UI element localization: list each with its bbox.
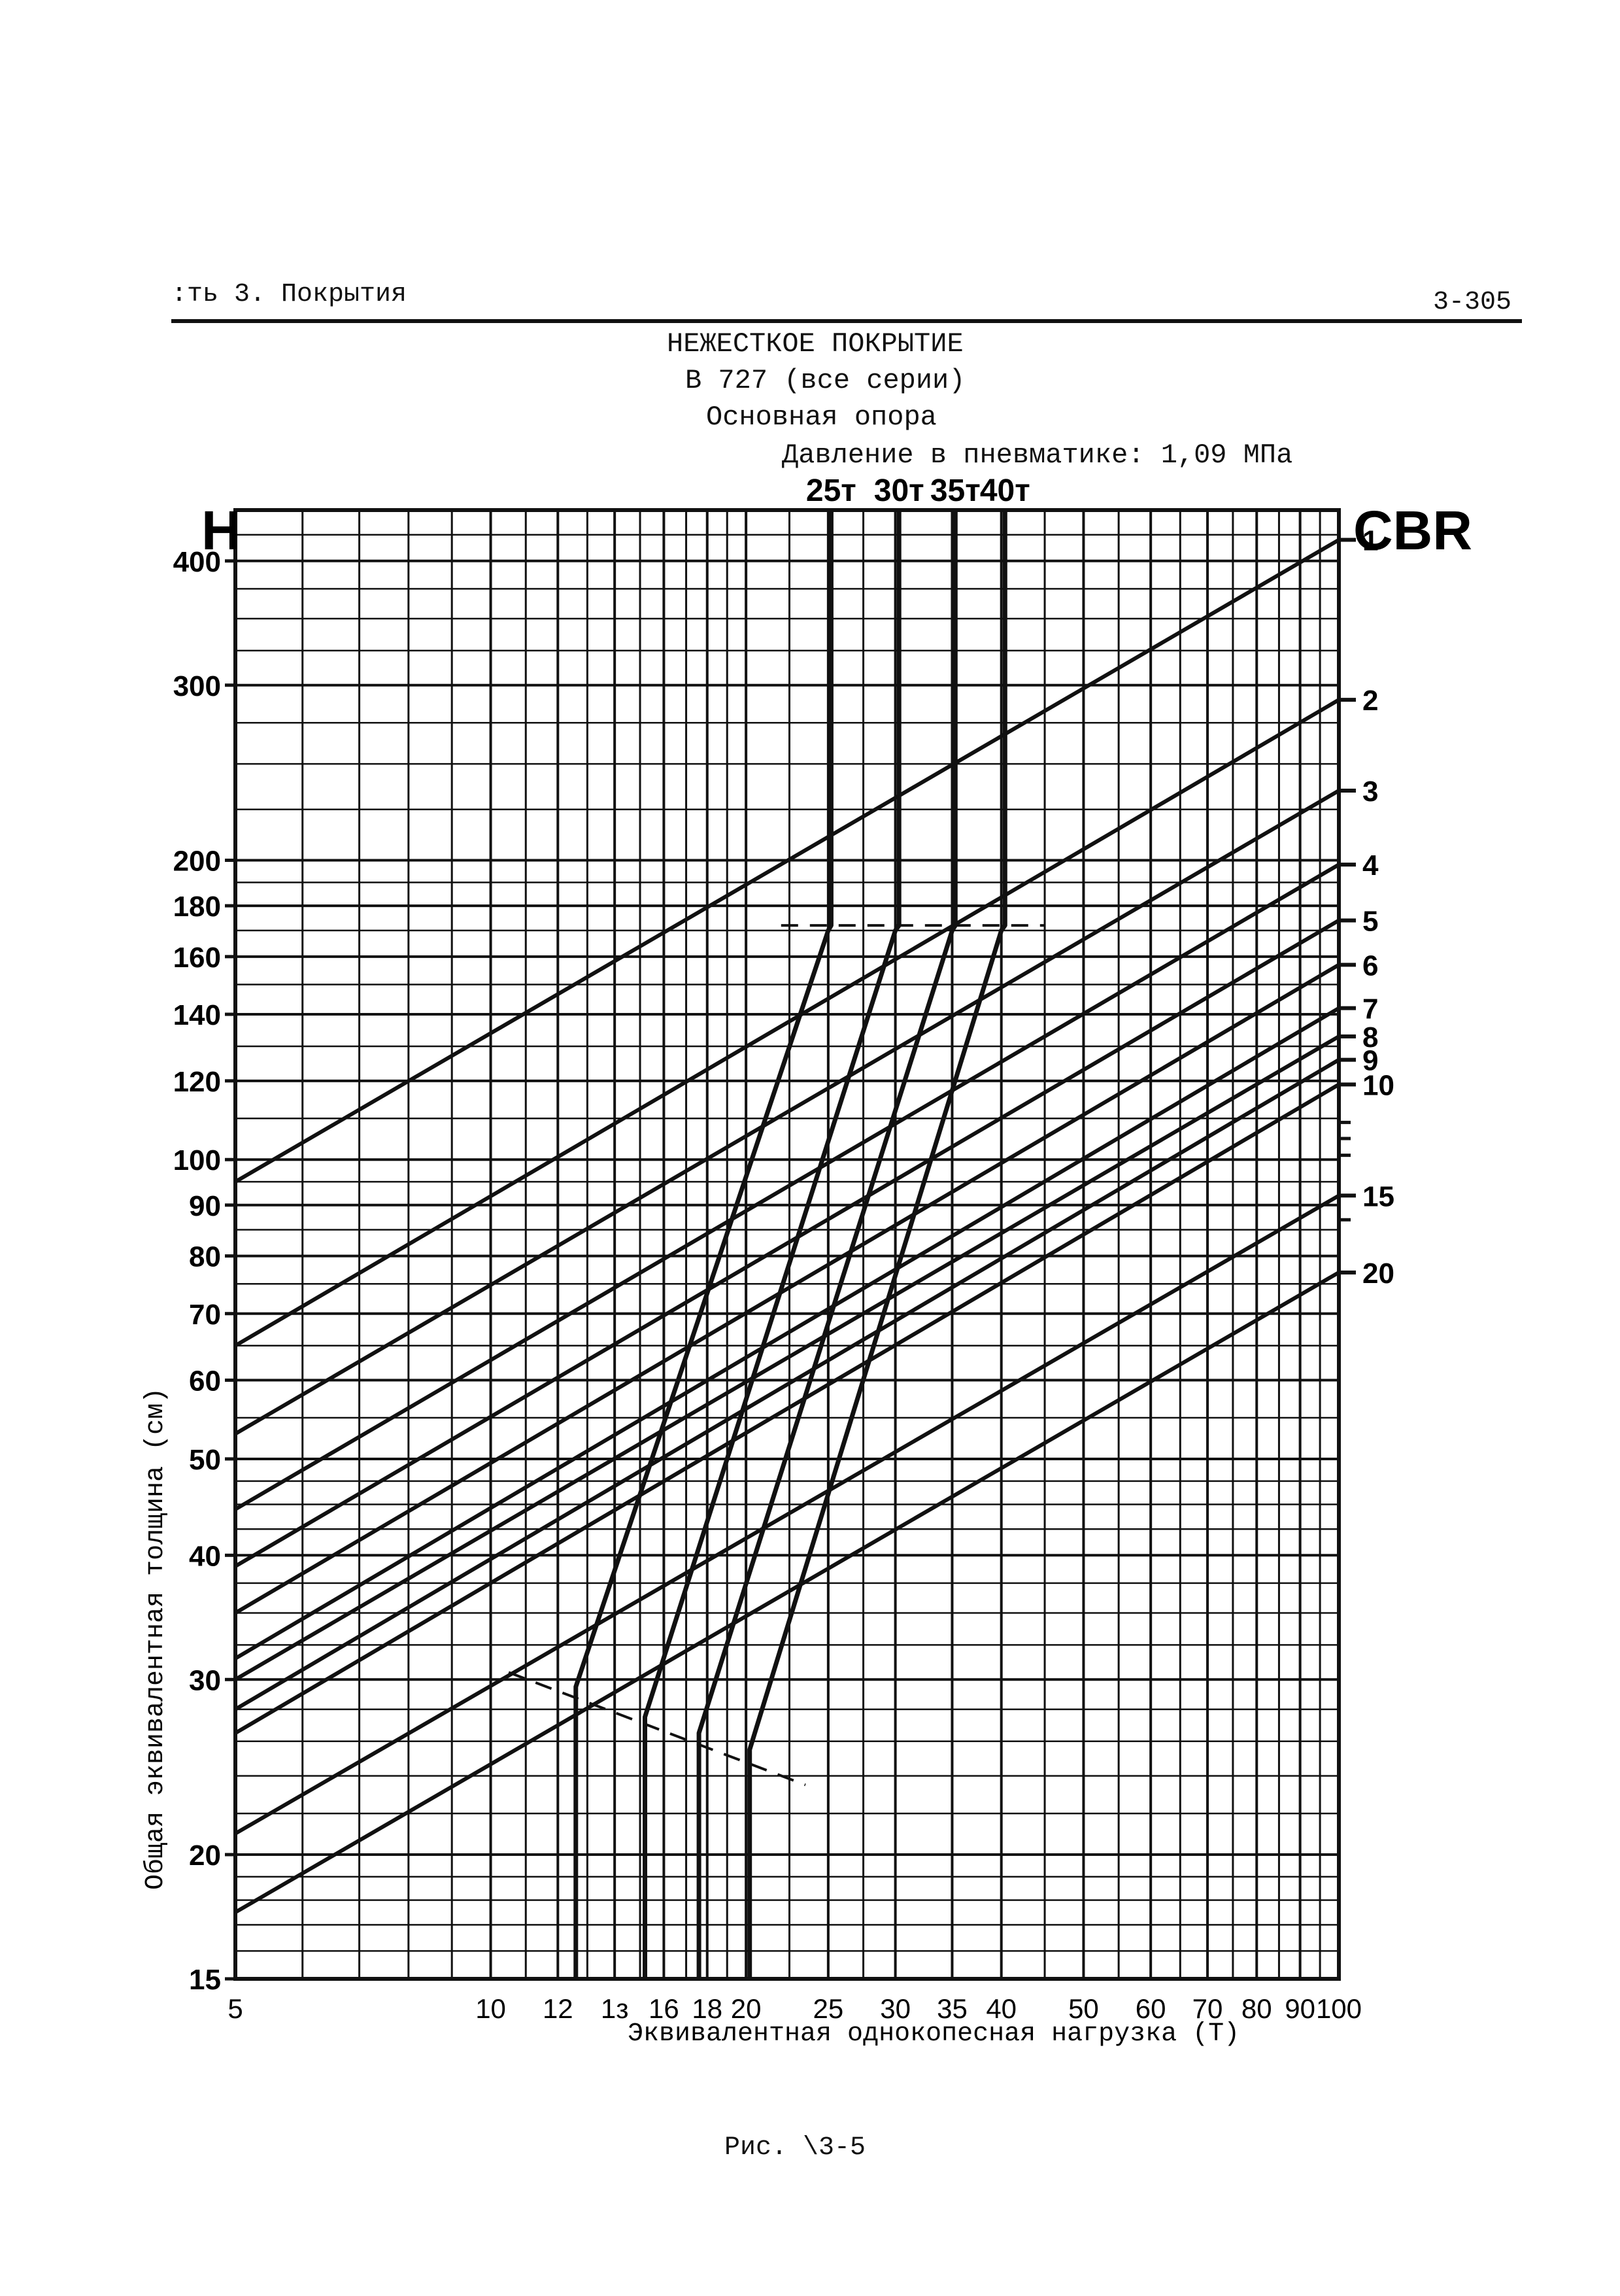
y-tick-label: 50 [189, 1444, 221, 1476]
cbr-line-2 [234, 698, 1340, 1348]
x-tick-label: 25 [813, 1993, 844, 2024]
y-tick-label: 160 [173, 942, 221, 974]
y-tick-label: 30 [189, 1664, 221, 1696]
cbr-label: 3 [1362, 776, 1378, 808]
load-curves [573, 510, 1007, 1979]
cbr-line-10 [234, 1082, 1340, 1735]
cbr-line-4 [234, 863, 1340, 1511]
y-axis-label: Общая эквивалентная толщина (см) [141, 1388, 171, 1890]
x-tick-label: 20 [731, 1993, 762, 2024]
x-tick-label: 30 [880, 1993, 911, 2024]
load-curve-30т [643, 510, 902, 1979]
y-tick-label: 80 [189, 1241, 221, 1273]
x-tick-label: 16 [649, 1993, 679, 2024]
chart-title-line-1: НЕЖЕСТКОЕ ПОКРЫТИЕ [667, 328, 964, 360]
cbr-label: 10 [1362, 1069, 1394, 1101]
x-tick-label: 90 [1285, 1993, 1315, 2024]
cbr-line-8 [234, 1035, 1340, 1681]
y-tick-label: 140 [173, 999, 221, 1031]
y-axis-letter: H [201, 500, 241, 561]
grid [234, 509, 1340, 1979]
reference-lines [508, 924, 1045, 1787]
y-tick-label: 120 [173, 1066, 221, 1098]
y-tick-label: 300 [173, 670, 221, 702]
y-tick-label: 100 [173, 1144, 221, 1176]
cbr-line-15 [234, 1193, 1340, 1836]
x-tick-label: 35 [937, 1993, 968, 2024]
x-tick-label: 40 [986, 1993, 1017, 2024]
chart-title-line-3: Основная опора [706, 402, 937, 433]
cbr-line-1 [234, 538, 1340, 1184]
cbr-label: 2 [1362, 685, 1378, 717]
reference-line [508, 1671, 806, 1787]
y-tick-label: 200 [173, 846, 221, 878]
cbr-label: 6 [1362, 950, 1378, 982]
load-label: 35т [930, 473, 981, 508]
load-curve-35т [696, 510, 958, 1979]
y-tick-label: 60 [189, 1365, 221, 1397]
y-tick-label: 90 [189, 1190, 221, 1222]
x-tick-label: 70 [1192, 1993, 1223, 2024]
x-axis-label: Эквивалентная однокопесная нагрузка (Т) [628, 2019, 1240, 2049]
cbr-line-7 [234, 1006, 1340, 1660]
x-tick-label: 18 [692, 1993, 722, 2024]
x-tick-label: 100 [1316, 1993, 1362, 2024]
chart-title-line-2: В 727 (все серии) [685, 365, 966, 396]
x-tick-label: 60 [1136, 1993, 1166, 2024]
right-axis-letter: CBR [1353, 500, 1472, 561]
figure-caption: Рис. \3-5 [724, 2133, 866, 2163]
load-label: 40т [980, 473, 1030, 508]
cbr-label: 8 [1362, 1021, 1378, 1054]
y-tick-label: 400 [173, 546, 221, 578]
cbr-line-3 [234, 789, 1340, 1436]
page-number: 3-305 [1433, 288, 1512, 317]
y-tick-label: 40 [189, 1540, 221, 1572]
load-label: 30т [874, 473, 924, 508]
x-tick-label: 5 [228, 1993, 243, 2024]
page-header-section: :ть 3. Покрытия [171, 280, 407, 309]
cbr-label: 20 [1362, 1258, 1394, 1290]
cbr-label: 1 [1362, 525, 1378, 557]
x-tick-label: 10 [475, 1993, 506, 2024]
load-label: 25т [806, 473, 856, 508]
cbr-line-5 [234, 918, 1340, 1568]
cbr-line-6 [234, 963, 1340, 1615]
header-rule [171, 319, 1522, 323]
y-tick-label: 20 [189, 1840, 221, 1872]
cbr-label: 9 [1362, 1045, 1378, 1077]
chart-title-line-4: Давление в пневматике: 1,09 МПа [782, 439, 1293, 471]
y-tick-label: 70 [189, 1299, 221, 1331]
cbr-line-9 [234, 1058, 1340, 1711]
x-tick-label: 12 [543, 1993, 573, 2024]
x-tick-label: 80 [1241, 1993, 1272, 2024]
y-tick-label: 15 [189, 1964, 221, 1996]
x-tick-label: 50 [1068, 1993, 1099, 2024]
x-tick-label: 1з [601, 1993, 629, 2024]
cbr-label: 7 [1362, 993, 1378, 1025]
cbr-line-20 [234, 1271, 1340, 1914]
cbr-label: 5 [1362, 905, 1378, 937]
load-curve-40т [747, 510, 1007, 1979]
cbr-label: 4 [1362, 849, 1379, 882]
load-curve-25т [573, 510, 834, 1979]
cbr-label: 15 [1362, 1180, 1394, 1212]
plot-frame [233, 508, 1341, 1981]
cbr-lines [234, 538, 1340, 1914]
y-tick-label: 180 [173, 891, 221, 923]
